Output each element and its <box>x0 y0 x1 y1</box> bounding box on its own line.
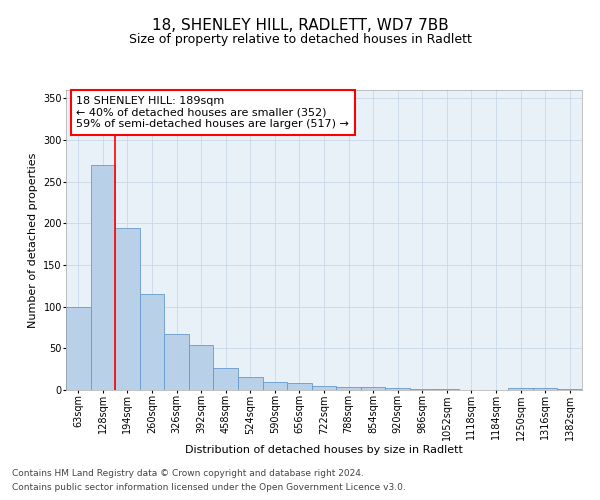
Bar <box>115 228 140 390</box>
Bar <box>508 388 533 390</box>
Bar <box>336 386 361 390</box>
Bar <box>164 334 189 390</box>
Bar <box>312 386 336 390</box>
Y-axis label: Number of detached properties: Number of detached properties <box>28 152 38 328</box>
Bar <box>263 382 287 390</box>
Text: Contains HM Land Registry data © Crown copyright and database right 2024.: Contains HM Land Registry data © Crown c… <box>12 468 364 477</box>
Bar <box>189 345 214 390</box>
Bar <box>361 386 385 390</box>
Text: 18 SHENLEY HILL: 189sqm
← 40% of detached houses are smaller (352)
59% of semi-d: 18 SHENLEY HILL: 189sqm ← 40% of detache… <box>76 96 349 129</box>
Bar <box>66 306 91 390</box>
Bar <box>214 368 238 390</box>
Bar <box>533 388 557 390</box>
Text: Size of property relative to detached houses in Radlett: Size of property relative to detached ho… <box>128 32 472 46</box>
Bar <box>140 294 164 390</box>
Bar <box>434 389 459 390</box>
Bar <box>557 389 582 390</box>
Bar <box>410 389 434 390</box>
Bar <box>91 165 115 390</box>
Text: Contains public sector information licensed under the Open Government Licence v3: Contains public sector information licen… <box>12 484 406 492</box>
X-axis label: Distribution of detached houses by size in Radlett: Distribution of detached houses by size … <box>185 445 463 455</box>
Text: 18, SHENLEY HILL, RADLETT, WD7 7BB: 18, SHENLEY HILL, RADLETT, WD7 7BB <box>152 18 448 32</box>
Bar <box>287 384 312 390</box>
Bar <box>385 388 410 390</box>
Bar <box>238 376 263 390</box>
